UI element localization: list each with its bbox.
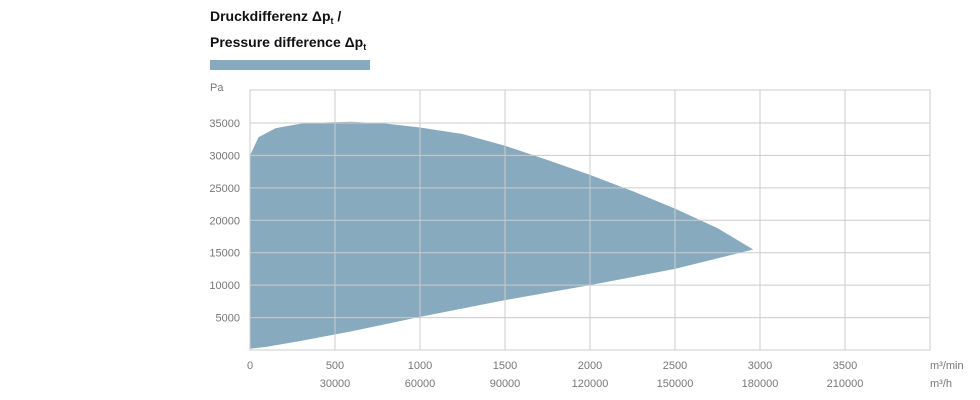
x-tick-label-secondary: 60000 — [405, 378, 436, 390]
x-tick-label-secondary: 210000 — [827, 378, 864, 390]
x-tick-label-primary: 3500 — [833, 360, 857, 372]
x-tick-label-secondary: 90000 — [490, 378, 521, 390]
x-tick-label-primary: 500 — [326, 360, 344, 372]
x-tick-label-secondary: 120000 — [572, 378, 609, 390]
x-tick-label-secondary: 150000 — [657, 378, 694, 390]
chart-title-english: Pressure difference Δpt — [210, 34, 367, 52]
chart-title-german: Druckdifferenz Δpt / — [210, 8, 342, 26]
x-tick-label-primary: 0 — [247, 360, 253, 372]
y-axis-unit: Pa — [210, 82, 224, 94]
x-tick-label-primary: 2500 — [663, 360, 687, 372]
y-tick-label: 25000 — [209, 183, 240, 195]
x-tick-label-primary: 1000 — [408, 360, 432, 372]
x-axis-unit-secondary: m³/h — [930, 378, 952, 390]
x-tick-label-primary: 3000 — [748, 360, 772, 372]
y-tick-label: 10000 — [209, 280, 240, 292]
y-tick-label: 15000 — [209, 248, 240, 260]
x-tick-label-primary: 2000 — [578, 360, 602, 372]
x-tick-label-secondary: 30000 — [320, 378, 351, 390]
operating-range-area — [250, 121, 754, 349]
y-tick-label: 5000 — [216, 313, 240, 325]
legend-swatch — [210, 60, 370, 70]
y-tick-label: 20000 — [209, 215, 240, 227]
y-tick-label: 30000 — [209, 150, 240, 162]
x-tick-label-primary: 1500 — [493, 360, 517, 372]
chart-title: Druckdifferenz Δpt / Pressure difference… — [210, 6, 366, 58]
y-tick-label: 35000 — [209, 118, 240, 130]
x-tick-label-secondary: 180000 — [742, 378, 779, 390]
x-axis-unit-primary: m³/min — [930, 360, 964, 372]
